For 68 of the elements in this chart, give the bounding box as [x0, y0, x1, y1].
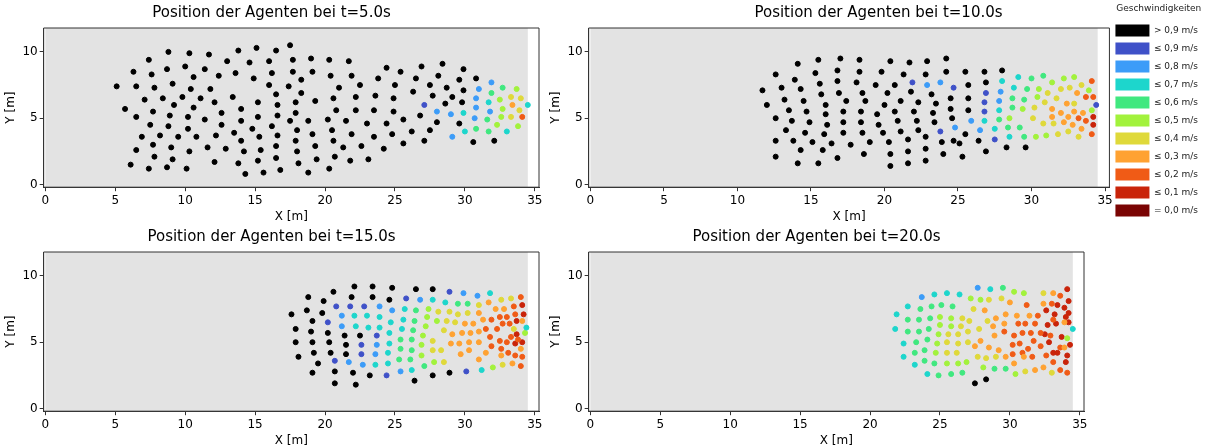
- x-tick-label: 30: [1002, 416, 1018, 431]
- chart-title: Position der Agenten bei t=15.0s: [147, 226, 396, 245]
- y-tick-label: 10: [22, 44, 38, 59]
- legend-label: ≤ 0,8 m/s: [1153, 60, 1199, 71]
- x-tick-label: 10: [177, 192, 193, 207]
- chart-title: Position der Agenten bei t=10.0s: [754, 2, 1003, 21]
- y-tick-label: 10: [567, 268, 583, 283]
- x-tick-label: 15: [247, 192, 263, 207]
- x-axis-title: X [m]: [274, 432, 308, 447]
- y-tick-label: 5: [575, 110, 583, 125]
- x-tick-label: 5: [111, 192, 120, 207]
- x-tick-label: 10: [729, 192, 746, 207]
- x-tick-label: 0: [41, 416, 50, 431]
- legend-label: ≤ 0,5 m/s: [1153, 114, 1199, 125]
- x-tick-label: 25: [950, 192, 966, 207]
- x-tick-label: 15: [792, 416, 808, 431]
- legend-label: = 0,0 m/s: [1153, 204, 1199, 215]
- legend-label: ≤ 0,3 m/s: [1153, 150, 1199, 161]
- x-tick-label: 25: [387, 416, 403, 431]
- x-tick-label: 30: [457, 416, 473, 431]
- y-tick-label: 5: [575, 334, 583, 349]
- x-tick-label: 35: [1097, 192, 1113, 207]
- x-tick-label: 25: [387, 192, 403, 207]
- y-tick-label: 10: [567, 44, 583, 59]
- legend-label: ≤ 0,6 m/s: [1153, 96, 1199, 107]
- x-tick-label: 15: [247, 416, 263, 431]
- x-tick-label: 35: [527, 192, 543, 207]
- x-tick-label: 30: [457, 192, 473, 207]
- y-tick-label: 0: [30, 400, 38, 415]
- x-axis-title: X [m]: [274, 208, 308, 223]
- legend-title: Geschwindigkeiten: [1116, 3, 1202, 14]
- x-tick-label: 20: [862, 416, 878, 431]
- x-tick-label: 35: [1072, 416, 1088, 431]
- legend-label: ≤ 0,1 m/s: [1153, 186, 1199, 197]
- y-axis-title: Y [m]: [548, 315, 563, 349]
- y-axis-title: Y [m]: [3, 91, 18, 125]
- legend-label: ≤ 0,4 m/s: [1153, 132, 1199, 143]
- x-tick-label: 0: [41, 192, 50, 207]
- x-tick-label: 20: [317, 416, 333, 431]
- x-tick-label: 20: [876, 192, 893, 207]
- x-tick-label: 10: [177, 416, 193, 431]
- chart-title: Position der Agenten bei t=20.0s: [692, 226, 941, 245]
- x-tick-label: 5: [660, 192, 668, 207]
- legend-label: ≤ 0,7 m/s: [1153, 78, 1199, 89]
- y-axis-title: Y [m]: [548, 91, 563, 125]
- y-tick-label: 0: [30, 176, 38, 191]
- x-tick-label: 30: [1023, 192, 1040, 207]
- x-axis-title: X [m]: [819, 432, 853, 447]
- x-tick-label: 0: [586, 416, 595, 431]
- chart-title: Position der Agenten bei t=5.0s: [152, 2, 391, 21]
- x-tick-label: 5: [656, 416, 665, 431]
- x-tick-label: 10: [722, 416, 738, 431]
- legend-label: > 0,9 m/s: [1153, 24, 1199, 35]
- y-tick-label: 5: [30, 334, 38, 349]
- y-tick-label: 5: [30, 110, 38, 125]
- y-axis-title: Y [m]: [3, 315, 18, 349]
- x-tick-label: 35: [527, 416, 543, 431]
- x-tick-label: 15: [803, 192, 819, 207]
- x-tick-label: 25: [932, 416, 948, 431]
- y-tick-label: 0: [575, 176, 583, 191]
- y-tick-label: 0: [575, 400, 583, 415]
- x-tick-label: 0: [586, 192, 595, 207]
- y-tick-label: 10: [22, 268, 38, 283]
- legend-label: ≤ 0,2 m/s: [1153, 168, 1199, 179]
- x-tick-label: 5: [111, 416, 120, 431]
- x-axis-title: X [m]: [832, 208, 866, 223]
- legend-label: ≤ 0,9 m/s: [1153, 42, 1199, 53]
- x-tick-label: 20: [317, 192, 333, 207]
